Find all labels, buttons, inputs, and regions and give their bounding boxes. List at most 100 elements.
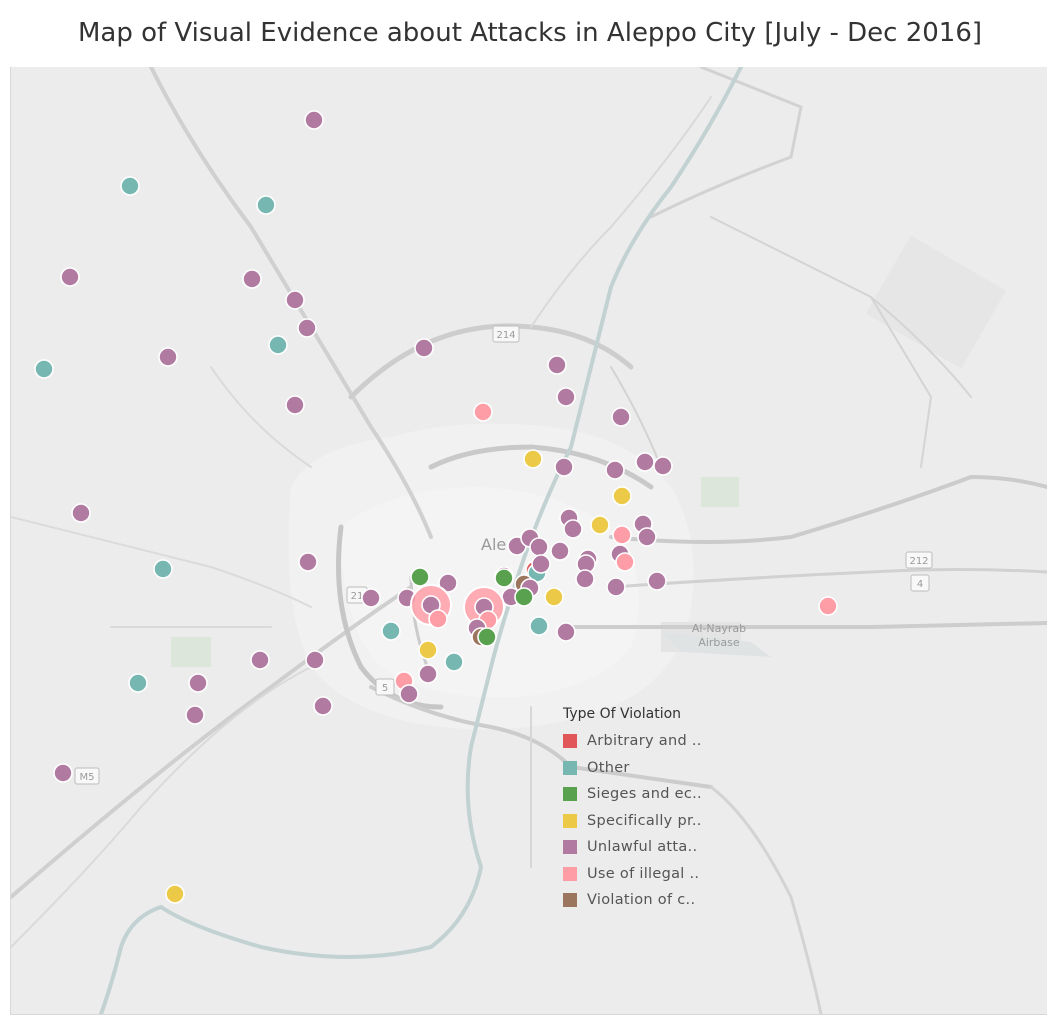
city-label: Ale	[481, 535, 506, 554]
marker-unlawful[interactable]	[606, 577, 626, 597]
marker-specifically[interactable]	[165, 884, 185, 904]
svg-text:5: 5	[382, 683, 388, 694]
legend-item-sieges[interactable]: Sieges and ec..	[563, 781, 702, 808]
road-shield-m5: M5	[74, 767, 100, 785]
legend-item-specifically[interactable]: Specifically pr..	[563, 808, 702, 835]
marker-other[interactable]	[34, 359, 54, 379]
marker-unlawful[interactable]	[297, 318, 317, 338]
marker-unlawful[interactable]	[304, 110, 324, 130]
marker-other[interactable]	[444, 652, 464, 672]
marker-unlawful[interactable]	[298, 552, 318, 572]
marker-unlawful[interactable]	[188, 673, 208, 693]
marker-illegal[interactable]	[612, 525, 632, 545]
marker-unlawful[interactable]	[554, 457, 574, 477]
marker-specifically[interactable]	[523, 449, 543, 469]
marker-unlawful[interactable]	[575, 569, 595, 589]
legend-item-arbitrary[interactable]: Arbitrary and ..	[563, 728, 702, 755]
marker-specifically[interactable]	[544, 587, 564, 607]
marker-other[interactable]	[153, 559, 173, 579]
marker-illegal[interactable]	[818, 596, 838, 616]
marker-unlawful[interactable]	[285, 395, 305, 415]
legend: Type Of Violation Arbitrary and .. Other S…	[563, 706, 702, 914]
marker-unlawful[interactable]	[647, 571, 667, 591]
marker-other[interactable]	[120, 176, 140, 196]
legend-label: Specifically pr..	[587, 812, 702, 829]
road-shield-212: 212	[905, 551, 933, 569]
marker-other[interactable]	[128, 673, 148, 693]
marker-specifically[interactable]	[612, 486, 632, 506]
legend-swatch	[563, 787, 577, 802]
marker-unlawful[interactable]	[60, 267, 80, 287]
svg-text:214: 214	[496, 330, 515, 341]
marker-unlawful[interactable]	[605, 460, 625, 480]
legend-label: Sieges and ec..	[587, 786, 702, 803]
marker-unlawful[interactable]	[313, 696, 333, 716]
road-shields: 214 212 4 5 M5 21	[74, 325, 933, 785]
svg-text:4: 4	[917, 579, 923, 590]
svg-text:M5: M5	[80, 772, 95, 783]
marker-specifically[interactable]	[418, 640, 438, 660]
marker-sieges[interactable]	[514, 587, 534, 607]
marker-other[interactable]	[381, 621, 401, 641]
marker-unlawful[interactable]	[285, 290, 305, 310]
marker-unlawful[interactable]	[550, 541, 570, 561]
marker-unlawful[interactable]	[399, 684, 419, 704]
legend-label: Arbitrary and ..	[587, 733, 702, 750]
marker-unlawful[interactable]	[250, 650, 270, 670]
marker-other[interactable]	[529, 616, 549, 636]
marker-unlawful[interactable]	[305, 650, 325, 670]
marker-sieges[interactable]	[477, 627, 497, 647]
marker-unlawful[interactable]	[242, 269, 262, 289]
legend-swatch	[563, 734, 577, 749]
svg-text:212: 212	[909, 556, 928, 567]
legend-item-illegal[interactable]: Use of illegal ..	[563, 861, 702, 888]
marker-unlawful[interactable]	[531, 554, 551, 574]
marker-unlawful[interactable]	[556, 387, 576, 407]
airbase-label-line2: Airbase	[698, 636, 740, 649]
marker-specifically[interactable]	[590, 515, 610, 535]
map-area[interactable]: Al-Nayrab Airbase Ale 214 212 4 5	[10, 67, 1047, 1015]
marker-unlawful[interactable]	[361, 588, 381, 608]
marker-unlawful[interactable]	[418, 664, 438, 684]
legend-label: Other	[587, 759, 630, 776]
marker-unlawful[interactable]	[438, 573, 458, 593]
violation-markers[interactable]	[34, 110, 838, 904]
marker-unlawful[interactable]	[563, 519, 583, 539]
road-shield-214: 214	[492, 325, 520, 343]
marker-unlawful[interactable]	[529, 537, 549, 557]
road-shield-4: 4	[910, 574, 930, 592]
marker-unlawful[interactable]	[611, 407, 631, 427]
marker-unlawful[interactable]	[414, 338, 434, 358]
marker-unlawful[interactable]	[185, 705, 205, 725]
legend-label: Unlawful atta..	[587, 839, 698, 856]
marker-unlawful[interactable]	[637, 527, 657, 547]
legend-item-violation[interactable]: Violation of c..	[563, 887, 702, 914]
marker-other[interactable]	[268, 335, 288, 355]
marker-unlawful[interactable]	[653, 456, 673, 476]
marker-unlawful[interactable]	[53, 763, 73, 783]
marker-illegal[interactable]	[428, 609, 448, 629]
map-canvas[interactable]: Al-Nayrab Airbase Ale 214 212 4 5	[11, 67, 1047, 1014]
marker-illegal[interactable]	[473, 402, 493, 422]
legend-swatch	[563, 760, 577, 775]
marker-illegal[interactable]	[615, 552, 635, 572]
legend-swatch	[563, 840, 577, 855]
marker-unlawful[interactable]	[635, 452, 655, 472]
legend-item-other[interactable]: Other	[563, 755, 702, 782]
legend-item-unlawful[interactable]: Unlawful atta..	[563, 834, 702, 861]
marker-other[interactable]	[256, 195, 276, 215]
legend-swatch	[563, 866, 577, 881]
chart-title: Map of Visual Evidence about Attacks in …	[77, 18, 983, 48]
svg-text:21: 21	[351, 591, 364, 602]
marker-unlawful[interactable]	[71, 503, 91, 523]
marker-unlawful[interactable]	[158, 347, 178, 367]
marker-sieges[interactable]	[410, 567, 430, 587]
marker-unlawful[interactable]	[547, 355, 567, 375]
legend-swatch	[563, 813, 577, 828]
airbase: Al-Nayrab Airbase	[661, 622, 771, 657]
marker-sieges[interactable]	[494, 568, 514, 588]
legend-label: Use of illegal ..	[587, 865, 700, 882]
marker-unlawful[interactable]	[556, 622, 576, 642]
river	[99, 67, 743, 1014]
airbase-label-line1: Al-Nayrab	[692, 622, 746, 635]
